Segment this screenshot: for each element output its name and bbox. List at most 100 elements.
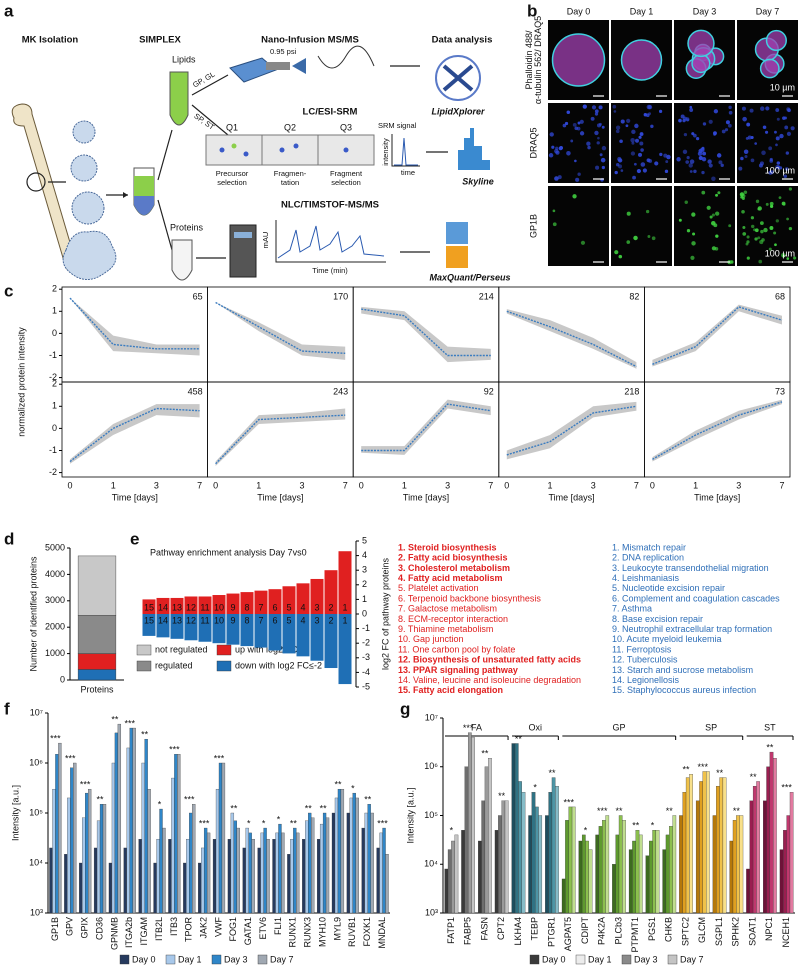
significance: **	[632, 821, 640, 831]
bar-label: 3	[314, 615, 319, 625]
nucleus	[615, 129, 620, 134]
nucleus	[643, 113, 648, 117]
axis-label: Time (min)	[312, 266, 348, 275]
x-tick-label: PLCb3	[613, 917, 623, 945]
bar	[171, 777, 175, 914]
nucleus	[633, 162, 637, 166]
bar	[296, 832, 300, 914]
bar	[712, 815, 717, 914]
step-title: Data analysis	[432, 35, 493, 46]
nucleus	[587, 145, 591, 150]
pathway-name: 12. Tuberculosis	[612, 655, 678, 665]
bar	[488, 758, 492, 914]
bar	[598, 826, 603, 914]
y-tick-label: 1000	[45, 648, 65, 658]
nucleus	[774, 130, 777, 134]
row-label: DRAQ5	[528, 127, 538, 158]
nucleus	[690, 255, 695, 260]
bar	[338, 614, 352, 685]
significance: *	[262, 818, 266, 828]
bar	[278, 823, 282, 914]
nucleus	[648, 112, 652, 116]
bar-label: 13	[172, 615, 182, 625]
bar-label: 12	[186, 615, 196, 625]
nucleus	[743, 190, 748, 194]
bar	[763, 800, 767, 914]
bar-label: 10	[214, 615, 224, 625]
bar	[153, 862, 157, 914]
x-tick-label: 3	[591, 480, 596, 490]
nucleus	[555, 150, 560, 155]
bar	[352, 792, 356, 914]
nucleus	[664, 169, 669, 174]
bar	[156, 614, 170, 638]
nucleus	[570, 139, 574, 143]
bar	[752, 785, 757, 914]
nucleus	[775, 143, 778, 147]
x-tick-label: RUVB1	[347, 917, 357, 947]
nucleus	[689, 108, 694, 112]
y-tick-label: 10³	[425, 907, 438, 917]
bar	[203, 827, 208, 914]
bar	[268, 589, 282, 614]
nucleus	[786, 107, 791, 112]
bar	[447, 849, 452, 914]
panel-label: d	[4, 529, 14, 548]
nucleus	[600, 157, 606, 163]
range-band	[215, 408, 346, 466]
significance: *	[651, 821, 655, 831]
y-tick-label: 10⁶	[29, 757, 43, 767]
x-tick-label: NPC1	[764, 917, 774, 941]
significance: **	[498, 791, 506, 801]
nucleus	[597, 136, 600, 140]
bar	[535, 806, 539, 914]
nucleus	[750, 216, 755, 220]
nucleus	[715, 211, 720, 216]
step-label: Fragmen-	[274, 169, 307, 178]
y-tick-label: 10⁴	[424, 859, 438, 869]
nucleus	[761, 150, 766, 156]
nucleus	[702, 151, 707, 156]
nucleus	[765, 202, 769, 206]
y-tick-label: 2	[362, 579, 367, 589]
x-tick-label: 1	[256, 480, 261, 490]
cell	[72, 120, 96, 144]
pathway-name: 13. PPAR signaling pathway	[398, 665, 518, 675]
nucleus	[784, 125, 789, 130]
bar	[528, 815, 532, 914]
pathway-name: 10. Gap junction	[398, 634, 464, 644]
range-band	[506, 401, 637, 460]
nucleus	[614, 170, 618, 175]
y-tick-label: 2	[52, 379, 57, 389]
bar	[93, 847, 98, 914]
nucleus	[574, 126, 579, 131]
nucleus	[711, 176, 716, 181]
step-label: selection	[217, 178, 247, 187]
nucleus	[686, 118, 690, 122]
pathway-name: 4. Fatty acid metabolism	[398, 573, 503, 583]
legend-swatch	[136, 644, 152, 656]
bar	[117, 723, 122, 914]
nucleus	[636, 168, 641, 174]
bar	[282, 614, 296, 654]
x-tick-label: Proteins	[80, 684, 114, 694]
bar	[272, 838, 276, 914]
nucleus	[714, 247, 719, 251]
bar	[87, 788, 92, 914]
x-tick-label: 0	[504, 480, 509, 490]
bar	[649, 840, 653, 914]
nucleus	[638, 135, 642, 139]
scale-label: 10 µm	[770, 82, 795, 92]
x-axis-label: Time [days]	[403, 492, 449, 502]
bar	[615, 834, 620, 914]
y-tick-label: 3	[362, 565, 367, 575]
nucleus	[750, 224, 755, 229]
legend-label: Day 3	[224, 954, 248, 964]
x-tick-label: ITB2L	[154, 917, 164, 941]
nucleus	[769, 157, 773, 162]
bar	[192, 804, 196, 914]
legend-label: not regulated	[155, 644, 208, 654]
nucleus	[769, 226, 774, 230]
nucleus	[768, 247, 772, 251]
nucleus	[566, 110, 571, 115]
